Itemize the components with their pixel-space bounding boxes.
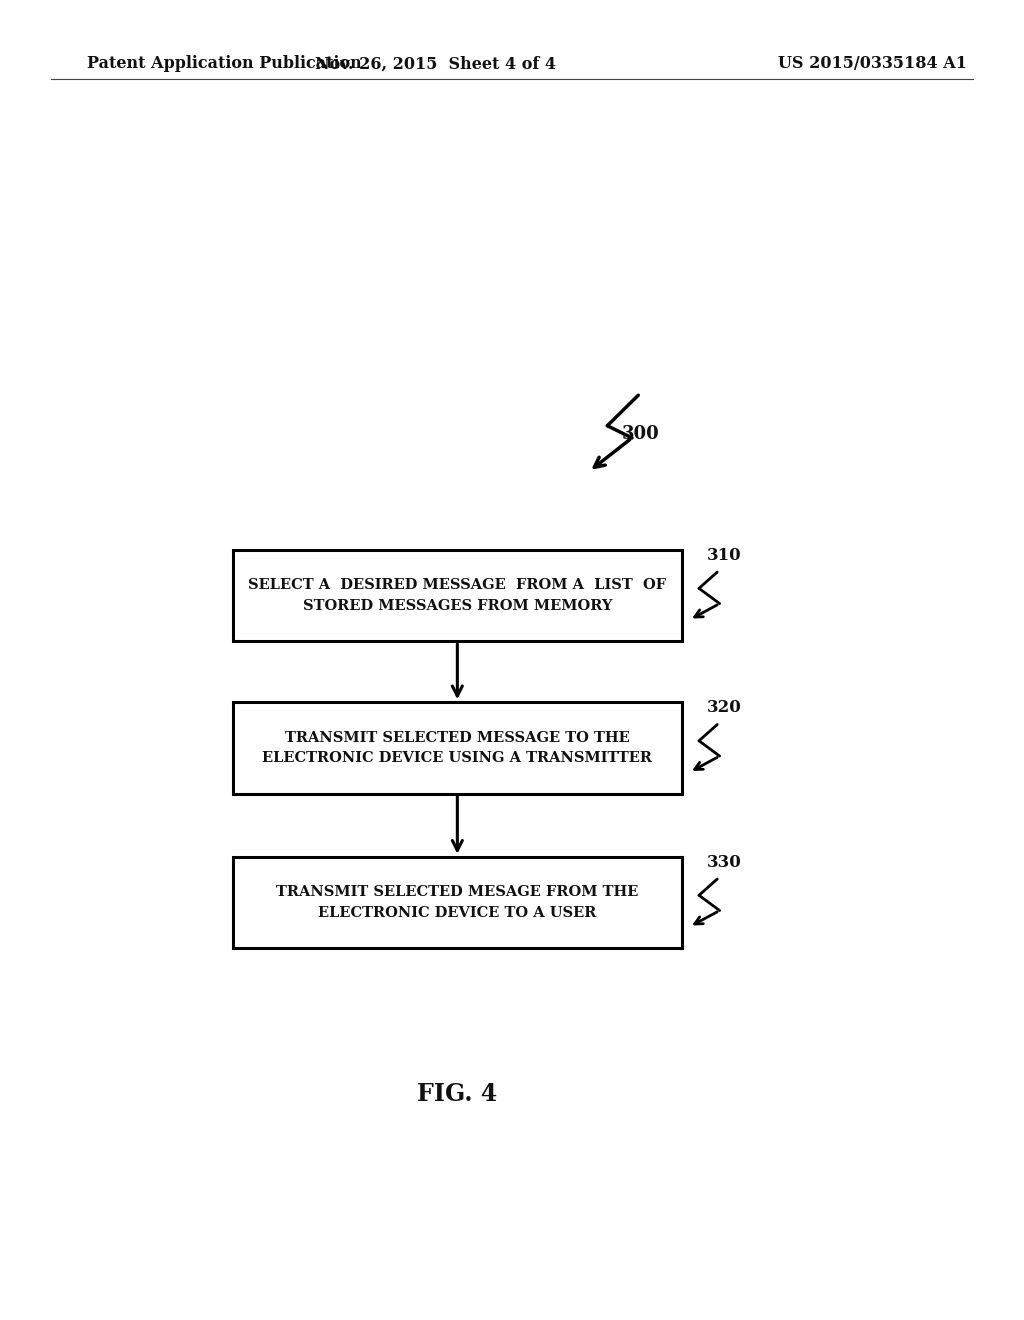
Bar	[233, 549, 682, 642]
Bar	[233, 702, 682, 793]
Bar	[233, 857, 682, 948]
Text: 310: 310	[707, 546, 741, 564]
Text: SELECT A  DESIRED MESSAGE  FROM A  LIST  OF
STORED MESSAGES FROM MEMORY: SELECT A DESIRED MESSAGE FROM A LIST OF …	[248, 578, 667, 612]
Text: US 2015/0335184 A1: US 2015/0335184 A1	[778, 55, 968, 73]
Text: TRANSMIT SELECTED MESAGE FROM THE
ELECTRONIC DEVICE TO A USER: TRANSMIT SELECTED MESAGE FROM THE ELECTR…	[276, 886, 639, 920]
Text: FIG. 4: FIG. 4	[417, 1081, 498, 1106]
Text: 320: 320	[707, 700, 741, 717]
Text: 330: 330	[707, 854, 741, 871]
Text: Patent Application Publication: Patent Application Publication	[87, 55, 361, 73]
Text: 300: 300	[622, 425, 659, 444]
Text: TRANSMIT SELECTED MESSAGE TO THE
ELECTRONIC DEVICE USING A TRANSMITTER: TRANSMIT SELECTED MESSAGE TO THE ELECTRO…	[262, 730, 652, 766]
Text: Nov. 26, 2015  Sheet 4 of 4: Nov. 26, 2015 Sheet 4 of 4	[314, 55, 556, 73]
